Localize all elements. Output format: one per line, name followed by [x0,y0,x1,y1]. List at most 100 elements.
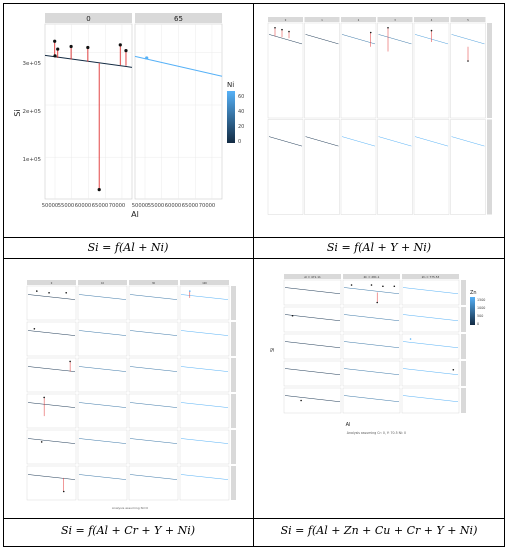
fit-line [27,438,76,444]
facet-strip [304,17,340,22]
facet-panel [77,393,128,429]
grid-vertical-divider [253,3,254,547]
fit-line [341,136,376,147]
facet-strip-side [231,322,236,356]
legend-tick-60: 60 [238,94,244,100]
fit-line [268,34,303,45]
y-tick-label-2e5: 2e+05 [23,109,42,115]
fit-line [451,34,485,45]
facet-panel [179,465,230,501]
y-axis-label: Si [13,109,22,116]
grid-divider-1 [3,237,505,238]
data-point [452,368,455,371]
facet-label: 0 [285,19,287,22]
facet-panel [401,279,460,306]
small-multiples-3: 0 10 30 100 [26,280,236,501]
fit-line [180,402,229,408]
data-point [145,56,149,60]
fit-line [129,330,178,336]
facet-label: 3 [394,19,396,22]
data-point [69,44,73,49]
facet-strip [268,17,303,22]
plot-4-legend-title: Zn [470,290,477,296]
facet-label: Al = 471.11 [304,275,321,279]
facet-panel [77,429,128,465]
facet-strip-side [231,358,236,392]
facet-panel [342,387,401,414]
fit-line [27,294,76,300]
fit-line [341,34,376,45]
facet-panel [179,285,230,321]
facet-panel [304,119,340,215]
fit-line [180,330,229,336]
small-multiples-4: Al = 471.11 Zn = 281.1 Zn = 775.53 [283,274,466,414]
facet-panel [179,321,230,357]
legend-tick-0: 0 [238,139,241,145]
small-multiples-2: 0 1 2 3 4 5 [267,17,492,215]
data-point [291,314,294,317]
facet-panel [77,465,128,501]
facet-strip-side [461,307,466,332]
x-tick-55000-b: 55000 [148,203,165,209]
facet-label: Zn = 281.1 [364,275,380,279]
x-tick-50000-a: 50000 [42,203,59,209]
grid-divider-3 [3,518,505,519]
data-point [69,360,71,363]
facet-strip [129,280,178,285]
facet-panel [26,357,77,393]
data-point [53,39,57,43]
plot-si-al-cr-y-ni: 0 10 30 100 Analysis assuming Ni=0 [5,262,251,516]
plot-4-legend-colorbar [470,297,475,325]
facet-label: 1 [321,19,323,22]
facet-panel [342,333,401,360]
facet-strip-side [461,334,466,359]
data-point [43,396,45,399]
fit-line [305,136,339,147]
facet-label: 2 [358,19,360,22]
facet-panel [128,429,179,465]
x-tick-50000-b: 50000 [132,203,149,209]
fit-line [129,474,178,480]
data-point [393,285,396,288]
grid-divider-2 [3,258,505,259]
facet-panel [401,360,460,387]
facet-panel [128,321,179,357]
facet-strip-side [487,119,492,215]
fit-line-65 [134,55,223,77]
plot-4-x-label: Al [346,422,351,428]
data-point [288,30,290,33]
fit-line [343,368,400,375]
facet-strip-side [231,466,236,500]
x-tick-55000-a: 55000 [58,203,75,209]
facet-label-65: 65 [174,15,183,23]
facet-label: 0 [51,282,53,285]
data-point [48,292,50,294]
legend-tick-20: 20 [238,124,244,130]
fit-line [378,136,412,147]
fit-line [402,368,459,375]
data-point [124,49,128,53]
facet-strip [284,274,341,279]
facet-panel [283,387,342,414]
x-tick-65000-a: 65000 [92,203,109,209]
legend-tick-40: 40 [238,109,244,115]
fit-line [27,474,76,480]
facet-panel [342,306,401,333]
facet-panel [450,22,486,119]
fit-line [402,287,459,294]
facet-strip-side [487,23,492,118]
data-point [53,54,57,58]
data-point [382,285,384,288]
fit-line [284,314,341,321]
facet-strip [180,280,229,285]
data-point [369,31,372,34]
data-point [350,284,353,286]
facet-strip [78,280,127,285]
data-point [274,26,276,29]
facet-strip-side [461,361,466,386]
facet-panel [340,119,377,215]
facet-label: 5 [467,19,469,22]
facet-panel [401,306,460,333]
fit-line [78,366,127,372]
facet-panel [304,22,340,119]
